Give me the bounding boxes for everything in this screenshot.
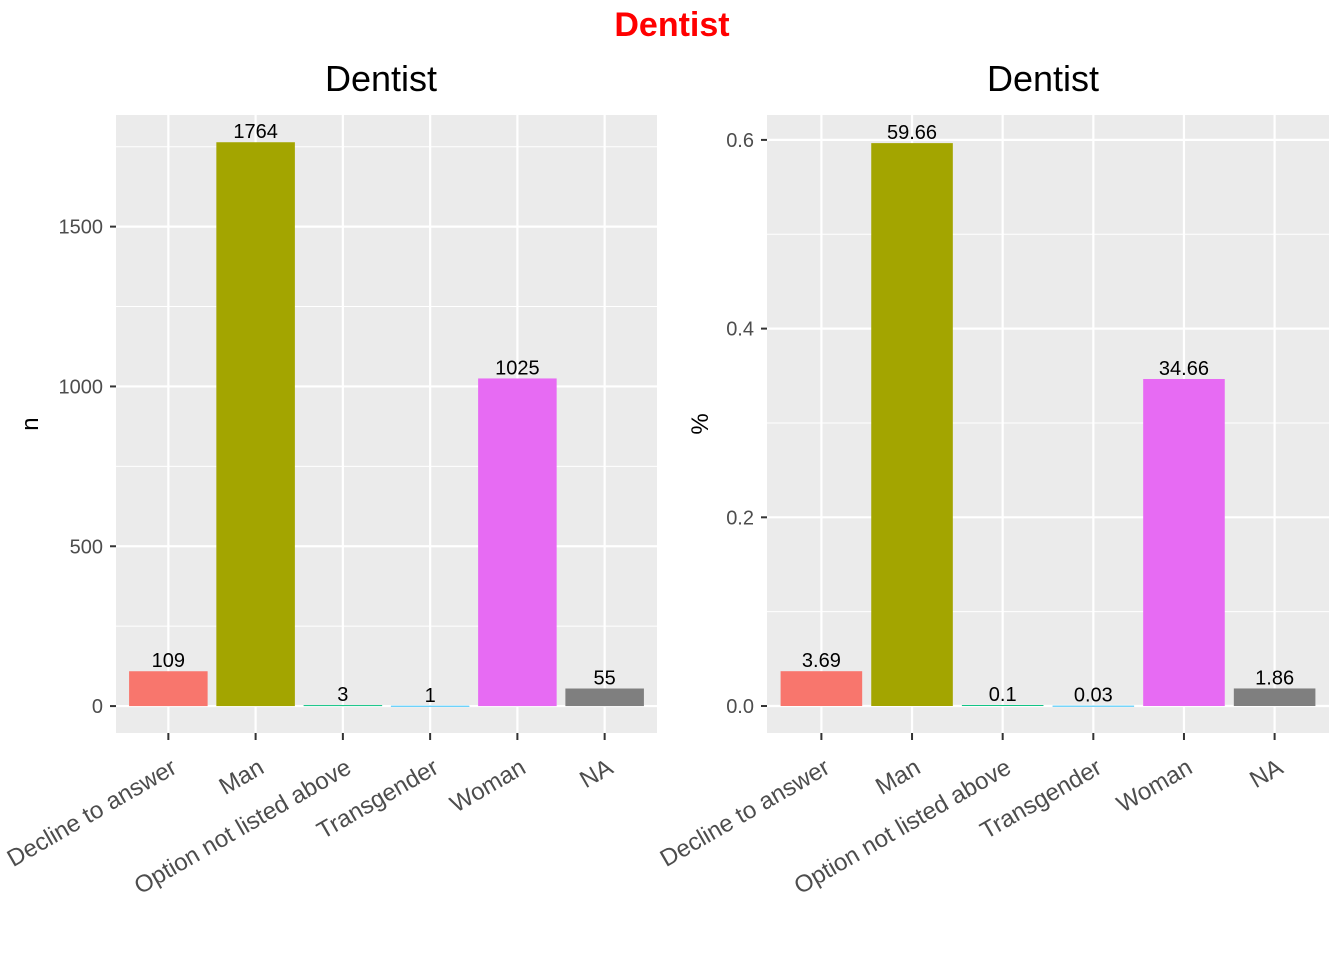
y-tick-label: 0.2 xyxy=(726,507,754,529)
panel-title: Dentist xyxy=(987,58,1099,99)
y-axis-title: n xyxy=(17,417,44,430)
bar-transgender xyxy=(390,705,470,707)
bar-data-label: 1.86 xyxy=(1255,667,1294,689)
bar-option-not-listed-above xyxy=(303,705,383,707)
x-category-label: NA xyxy=(1245,754,1287,794)
bar-data-label: 34.66 xyxy=(1159,358,1209,380)
bar-data-label: 0.1 xyxy=(989,684,1017,706)
y-axis-title: % xyxy=(687,413,714,434)
plot-background xyxy=(767,115,1329,733)
x-category-label: Woman xyxy=(1112,754,1197,819)
chart-panel-1: 0 500 1000 1500 109 1764 3 1 1025 55 Decline to an… xyxy=(3,58,657,900)
bar-man xyxy=(216,142,295,707)
y-tick-label: 0 xyxy=(92,696,103,718)
x-category-label: Woman xyxy=(446,754,531,819)
x-category-label: NA xyxy=(575,754,617,794)
x-category-label: Decline to answer xyxy=(3,754,182,873)
bar-woman xyxy=(1143,378,1225,707)
bar-decline-to-answer xyxy=(780,671,863,707)
bar-transgender xyxy=(1052,705,1135,707)
bar-na xyxy=(1233,688,1316,707)
y-tick-label: 1500 xyxy=(59,217,104,239)
bar-data-label: 109 xyxy=(152,650,185,672)
plot-background xyxy=(116,115,657,733)
bar-decline-to-answer xyxy=(129,671,208,707)
y-tick-label: 0.0 xyxy=(726,696,754,718)
y-tick-label: 0.6 xyxy=(726,130,754,152)
y-tick-label: 500 xyxy=(70,536,103,558)
bar-data-label: 1025 xyxy=(495,357,540,379)
chart-panel-2: 0.0 0.2 0.4 0.6 3.69 59.66 0.1 0.03 34.66 1.86 Dec… xyxy=(656,58,1329,900)
figure-title: Dentist xyxy=(614,6,729,44)
x-category-label: Decline to answer xyxy=(656,754,835,873)
bar-data-label: 3.69 xyxy=(802,650,841,672)
x-category-label: Man xyxy=(215,754,269,801)
y-tick-label: 0.4 xyxy=(726,319,754,341)
bar-data-label: 1 xyxy=(425,685,436,707)
panels: 0 500 1000 1500 109 1764 3 1 1025 55 Decline to an… xyxy=(3,58,1329,900)
bar-woman xyxy=(478,378,557,707)
bar-data-label: 55 xyxy=(594,668,616,690)
panel-title: Dentist xyxy=(325,58,437,99)
y-tick-label: 1000 xyxy=(59,376,104,398)
bar-na xyxy=(565,688,644,707)
bar-option-not-listed-above xyxy=(961,705,1044,707)
x-category-label: Man xyxy=(871,754,925,801)
bar-data-label: 1764 xyxy=(233,121,278,143)
bar-data-label: 59.66 xyxy=(887,122,937,144)
bar-data-label: 3 xyxy=(337,684,348,706)
bar-man xyxy=(871,143,953,707)
bar-data-label: 0.03 xyxy=(1074,685,1113,707)
